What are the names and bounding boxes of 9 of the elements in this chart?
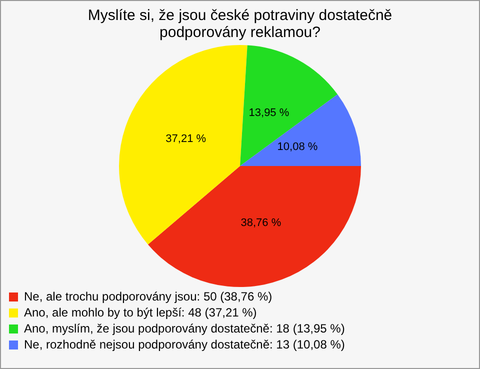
data-label: 10,08 % <box>277 141 318 154</box>
legend-label: Ne, ale trochu podporovány jsou: 50 (38,76 %) <box>24 289 272 304</box>
data-label: 37,21 % <box>166 133 206 146</box>
legend-label: Ano, ale mohlo by to být lepší: 48 (37,21 %) <box>24 305 257 320</box>
legend-label: Ne, rozhodně nejsou podporovány dostatečně: 13 (10,08 %) <box>24 337 345 352</box>
data-label: 38,76 % <box>240 216 282 229</box>
legend-label: Ano, myslím, že jsou podporovány dostatečně: 18 (13,95 %) <box>24 321 345 336</box>
data-label: 13,95 % <box>248 106 290 119</box>
chart-title: Myslíte si, že jsou české potraviny dostatečně podporovány reklamou? <box>86 7 394 41</box>
